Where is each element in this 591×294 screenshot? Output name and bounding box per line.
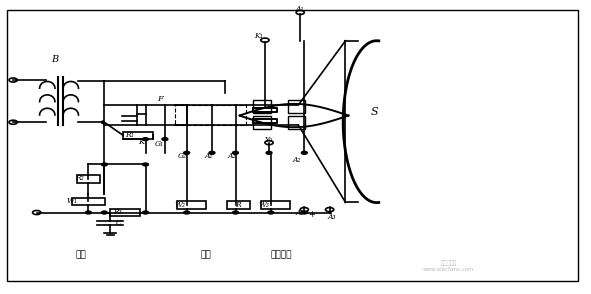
Bar (105, 105, 187, 125)
Circle shape (142, 163, 148, 166)
Circle shape (266, 151, 272, 154)
Text: W₂: W₂ (175, 201, 186, 209)
Circle shape (102, 211, 108, 214)
Text: B: B (51, 55, 58, 64)
Text: A₃: A₃ (328, 213, 336, 221)
Circle shape (301, 211, 307, 214)
Text: R₃: R₃ (113, 208, 122, 216)
Text: W₁: W₁ (67, 198, 77, 206)
Text: 聚焦: 聚焦 (201, 250, 212, 259)
Circle shape (301, 151, 307, 154)
Text: R: R (236, 201, 241, 209)
Text: +: + (309, 210, 316, 219)
Text: A₂: A₂ (293, 156, 301, 164)
Circle shape (268, 211, 274, 214)
Bar (253, 100, 271, 113)
Circle shape (233, 211, 238, 214)
Text: 辅助聚焦: 辅助聚焦 (270, 250, 291, 259)
Bar (77, 175, 100, 183)
Bar (261, 201, 290, 209)
Bar (288, 100, 305, 113)
Circle shape (86, 211, 92, 214)
Text: R₂: R₂ (75, 174, 84, 183)
Text: K₁: K₁ (254, 32, 263, 40)
Circle shape (162, 138, 168, 141)
Circle shape (209, 151, 215, 154)
Text: C: C (116, 219, 122, 227)
Text: K: K (138, 138, 144, 146)
Text: G₁: G₁ (155, 140, 164, 148)
Text: 电子发烧友
www.elecfans.com: 电子发烧友 www.elecfans.com (423, 261, 474, 272)
Circle shape (184, 151, 190, 154)
Polygon shape (253, 119, 277, 123)
Text: A₂: A₂ (296, 209, 304, 217)
Bar (177, 201, 206, 209)
Bar (72, 198, 105, 205)
Bar (227, 201, 250, 209)
Circle shape (233, 151, 238, 154)
Bar (288, 116, 305, 129)
Text: Y₀: Y₀ (265, 136, 273, 144)
Text: W₃: W₃ (259, 201, 269, 209)
Circle shape (102, 121, 108, 124)
Text: A₁: A₁ (296, 5, 304, 13)
Bar (253, 116, 271, 129)
Text: S: S (371, 107, 379, 117)
Bar (175, 105, 245, 125)
Circle shape (142, 138, 148, 141)
Text: A₁: A₁ (204, 152, 213, 160)
Text: G₂: G₂ (178, 152, 187, 160)
Circle shape (142, 211, 148, 214)
Text: F: F (157, 95, 163, 103)
Polygon shape (253, 108, 277, 112)
Circle shape (102, 163, 108, 166)
Text: 亮度: 亮度 (76, 250, 86, 259)
Bar (110, 209, 139, 216)
Circle shape (184, 211, 190, 214)
Bar (123, 132, 152, 139)
Text: A₂: A₂ (228, 152, 236, 160)
Text: R₁: R₁ (125, 131, 134, 139)
